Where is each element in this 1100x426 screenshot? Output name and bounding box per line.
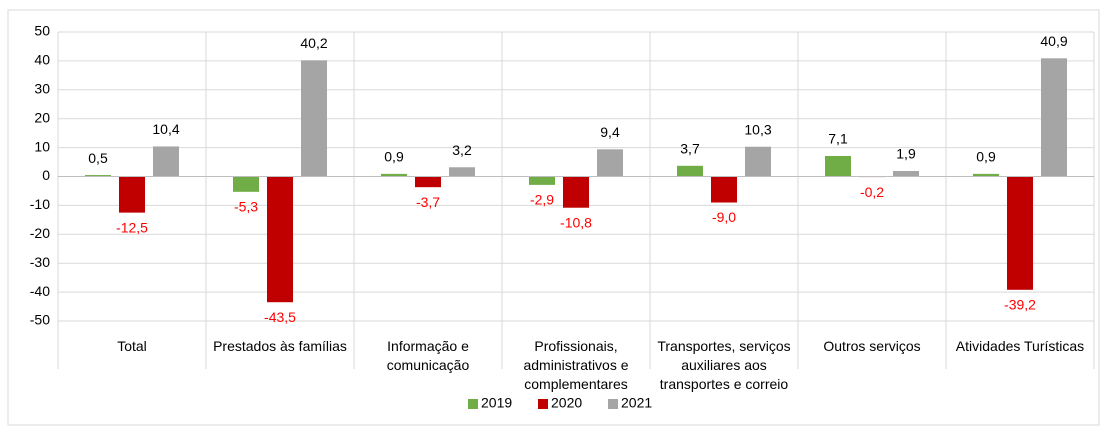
y-tick-label: 20 [34,109,50,125]
data-label: -9,0 [712,209,736,225]
x-tick-label: Outros serviços [823,338,921,354]
x-tick-label: Atividades Turísticas [955,338,1085,354]
legend-label: 2019 [481,395,512,411]
data-label: 1,9 [896,146,916,162]
bar [301,60,327,177]
bar [153,146,179,177]
data-label: -5,3 [234,199,258,215]
legend-swatch [538,399,548,409]
bar [119,176,145,213]
data-label: 0,9 [384,149,404,165]
x-tick-label: Profissionais, administrativos e complem… [523,338,629,392]
x-tick-label: Total [117,338,147,354]
data-label: 0,5 [88,150,108,166]
y-tick-label: 10 [34,138,50,154]
data-label: -3,7 [416,194,440,210]
data-label: 10,4 [152,121,179,137]
bar [85,175,111,177]
chart-border [7,9,1100,426]
legend-label: 2020 [551,395,582,411]
data-label: -2,9 [530,192,554,208]
bar [449,167,475,177]
data-label: 0,9 [976,149,996,165]
data-label: -0,2 [860,184,884,200]
bar [381,173,407,177]
y-tick-label: 30 [34,81,50,97]
bar [597,149,623,177]
data-label: 40,2 [300,35,327,51]
bar [825,155,851,177]
bar [893,171,919,177]
bar [1007,176,1033,290]
data-label: -12,5 [116,219,148,235]
y-tick-label: 40 [34,52,50,68]
bar [1041,58,1067,177]
bar [415,176,441,188]
bar [563,176,589,208]
bar [233,176,259,192]
legend-label: 2021 [621,395,652,411]
legend-swatch [608,399,618,409]
bar [973,173,999,177]
bar [529,176,555,185]
y-tick-label: -30 [30,254,50,270]
y-tick-label: 0 [42,167,50,183]
data-label: 3,7 [680,141,700,157]
x-tick-label: Transportes, serviços auxiliares aos tra… [657,338,791,392]
bar [677,165,703,177]
y-tick-label: -40 [30,283,50,299]
y-tick-label: -50 [30,312,50,328]
data-label: 3,2 [452,142,472,158]
y-tick-label: 50 [34,23,50,39]
data-label: -39,2 [1004,296,1036,312]
x-tick-label: Prestados às famílias [213,338,347,354]
bar [711,176,737,203]
data-label: -43,5 [264,309,296,325]
bar [745,146,771,177]
y-tick-label: -20 [30,225,50,241]
data-label: 40,9 [1040,33,1067,49]
legend-swatch [468,399,478,409]
data-label: 7,1 [828,131,848,147]
data-label: 10,3 [744,121,771,137]
data-label: 9,4 [600,124,620,140]
data-label: -10,8 [560,214,592,230]
x-tick-label: Informação e comunicação [386,338,470,373]
y-tick-label: -10 [30,196,50,212]
bar [267,176,293,303]
